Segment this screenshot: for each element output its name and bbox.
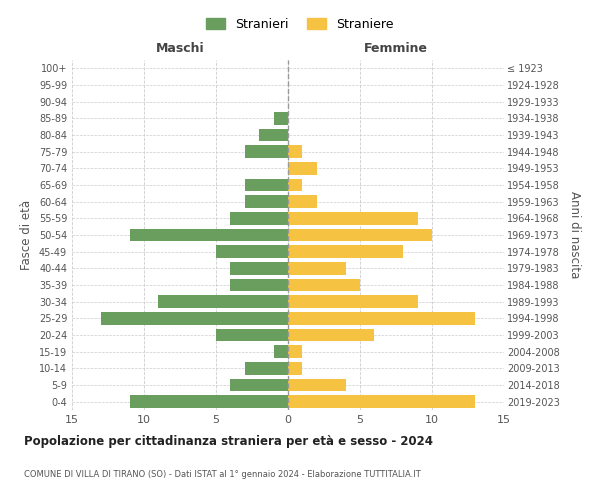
Y-axis label: Anni di nascita: Anni di nascita <box>568 192 581 278</box>
Bar <box>288 179 302 192</box>
Bar <box>288 362 302 374</box>
Bar <box>288 346 302 358</box>
Bar <box>288 296 418 308</box>
Text: COMUNE DI VILLA DI TIRANO (SO) - Dati ISTAT al 1° gennaio 2024 - Elaborazione TU: COMUNE DI VILLA DI TIRANO (SO) - Dati IS… <box>24 470 421 479</box>
Y-axis label: Fasce di età: Fasce di età <box>20 200 33 270</box>
Bar <box>288 312 475 324</box>
Bar <box>288 146 302 158</box>
Bar <box>288 212 418 224</box>
Bar <box>288 246 403 258</box>
Bar <box>288 279 360 291</box>
Bar <box>274 112 288 124</box>
Bar <box>274 346 288 358</box>
Bar <box>288 196 317 208</box>
Bar <box>288 329 374 341</box>
Bar <box>230 279 288 291</box>
Bar <box>288 396 475 408</box>
Bar <box>130 229 288 241</box>
Bar <box>158 296 288 308</box>
Legend: Stranieri, Straniere: Stranieri, Straniere <box>200 11 400 37</box>
Bar <box>288 162 317 174</box>
Text: Popolazione per cittadinanza straniera per età e sesso - 2024: Popolazione per cittadinanza straniera p… <box>24 435 433 448</box>
Bar <box>245 146 288 158</box>
Text: Femmine: Femmine <box>364 42 428 55</box>
Bar <box>245 179 288 192</box>
Bar <box>259 129 288 141</box>
Bar <box>245 196 288 208</box>
Bar <box>216 246 288 258</box>
Text: Maschi: Maschi <box>155 42 205 55</box>
Bar <box>245 362 288 374</box>
Bar <box>288 229 432 241</box>
Bar <box>101 312 288 324</box>
Bar <box>230 262 288 274</box>
Bar <box>230 212 288 224</box>
Bar <box>230 379 288 391</box>
Bar <box>288 262 346 274</box>
Bar <box>130 396 288 408</box>
Bar <box>288 379 346 391</box>
Bar <box>216 329 288 341</box>
